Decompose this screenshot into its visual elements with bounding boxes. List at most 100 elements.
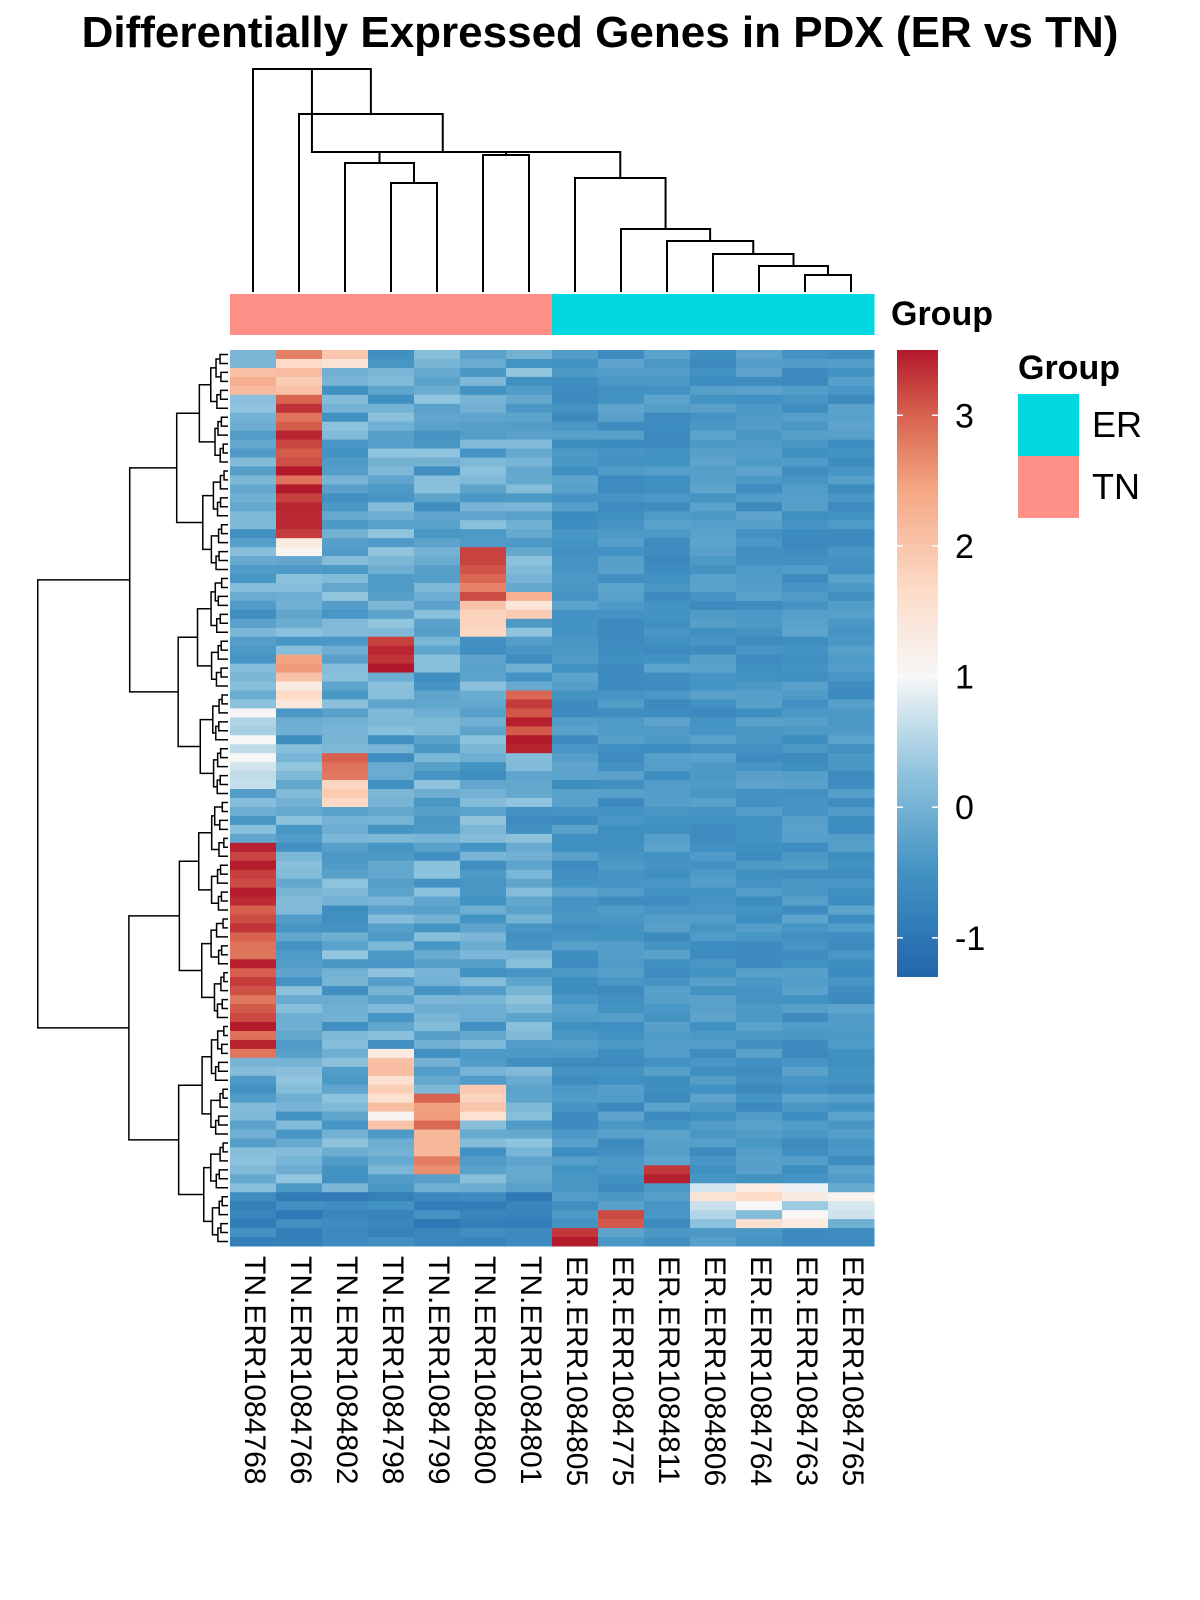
heatmap-cell [598, 484, 645, 493]
heatmap-cell [552, 726, 599, 735]
row-dendrogram-link [221, 641, 228, 650]
heatmap-cell [736, 628, 783, 637]
heatmap-cell [506, 1022, 553, 1031]
heatmap-cell [322, 941, 369, 950]
heatmap-cell [368, 458, 415, 467]
heatmap-cell [644, 941, 691, 950]
heatmap-cell [322, 735, 369, 744]
heatmap-cell [828, 717, 875, 726]
heatmap-cell [368, 1067, 415, 1076]
heatmap-cell [460, 1013, 507, 1022]
heatmap-cell [552, 1138, 599, 1147]
heatmap-cell [322, 1165, 369, 1174]
heatmap-cell [230, 1165, 277, 1174]
heatmap-cell [230, 798, 277, 807]
heatmap-cell [506, 449, 553, 458]
heatmap-cell [828, 1165, 875, 1174]
heatmap-cell [460, 906, 507, 915]
heatmap-cell [414, 493, 461, 502]
heatmap-cell [736, 682, 783, 691]
heatmap-cell [828, 977, 875, 986]
heatmap-cell [506, 502, 553, 511]
heatmap-cell [230, 834, 277, 843]
heatmap-cell [828, 511, 875, 520]
heatmap-cell [368, 744, 415, 753]
heatmap-cell [644, 404, 691, 413]
heatmap-cell [230, 386, 277, 395]
heatmap-cell [276, 619, 323, 628]
heatmap-cell [368, 1156, 415, 1165]
heatmap-cell [276, 861, 323, 870]
heatmap-cell [690, 1076, 737, 1085]
heatmap-cell [736, 690, 783, 699]
heatmap-cell [736, 583, 783, 592]
heatmap-cell [828, 664, 875, 673]
heatmap-cell [276, 717, 323, 726]
heatmap-cell [506, 1058, 553, 1067]
heatmap-cell [368, 404, 415, 413]
heatmap-cell [690, 1228, 737, 1237]
heatmap-cell [230, 431, 277, 440]
heatmap-cell [598, 520, 645, 529]
heatmap-cell [414, 547, 461, 556]
heatmap-cell [736, 780, 783, 789]
heatmap-cell [828, 350, 875, 359]
heatmap-cell [736, 466, 783, 475]
heatmap-cell [414, 1201, 461, 1210]
heatmap-cell [552, 511, 599, 520]
heatmap-cell [414, 529, 461, 538]
heatmap-cell [782, 753, 829, 762]
heatmap-cell [828, 1237, 875, 1246]
heatmap-cell [736, 1121, 783, 1130]
heatmap-cell [322, 1067, 369, 1076]
heatmap-cell [414, 852, 461, 861]
heatmap-cell [782, 655, 829, 664]
heatmap-cell [782, 601, 829, 610]
heatmap-cell [414, 673, 461, 682]
heatmap-cell [782, 708, 829, 717]
heatmap-cell [644, 1076, 691, 1085]
heatmap-cell [552, 1067, 599, 1076]
heatmap-cell [460, 914, 507, 923]
heatmap-cell [598, 950, 645, 959]
heatmap-cell [460, 861, 507, 870]
heatmap-cell [690, 690, 737, 699]
heatmap-cell [690, 601, 737, 610]
heatmap-cell [506, 556, 553, 565]
heatmap-cell [552, 1192, 599, 1201]
column-label: ER.ERR1084811 [652, 1256, 685, 1484]
heatmap-cell [460, 1174, 507, 1183]
heatmap-cell [368, 986, 415, 995]
heatmap-cell [506, 834, 553, 843]
heatmap-cell [828, 440, 875, 449]
heatmap-cell [736, 825, 783, 834]
heatmap-cell [690, 995, 737, 1004]
heatmap-cell [598, 511, 645, 520]
heatmap-cell [736, 1067, 783, 1076]
color-scale-tick-label: -1 [955, 920, 985, 958]
heatmap-cell [598, 699, 645, 708]
heatmap-cell [690, 861, 737, 870]
heatmap-cell [690, 1049, 737, 1058]
row-dendrogram-link [202, 944, 215, 998]
heatmap-cell [414, 511, 461, 520]
heatmap-cell [230, 502, 277, 511]
heatmap-cell [598, 574, 645, 583]
heatmap-cell [782, 1147, 829, 1156]
heatmap-cell [276, 1067, 323, 1076]
heatmap-cell [230, 413, 277, 422]
heatmap-cell [414, 995, 461, 1004]
heatmap-cell [598, 717, 645, 726]
heatmap-cell [644, 592, 691, 601]
heatmap-cell [460, 1094, 507, 1103]
heatmap-cell [552, 422, 599, 431]
row-dendrogram-link [129, 916, 179, 1140]
heatmap-cell [230, 350, 277, 359]
heatmap-cell [552, 708, 599, 717]
heatmap-cell [276, 923, 323, 932]
heatmap-cell [322, 995, 369, 1004]
heatmap-cell [230, 440, 277, 449]
heatmap-cell [506, 646, 553, 655]
heatmap-cell [460, 735, 507, 744]
heatmap-cell [828, 583, 875, 592]
